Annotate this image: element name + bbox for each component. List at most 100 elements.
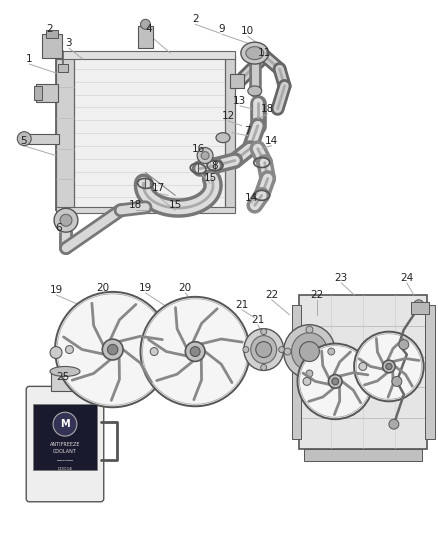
Circle shape: [54, 208, 78, 232]
Circle shape: [328, 348, 335, 355]
Circle shape: [392, 376, 402, 386]
Circle shape: [306, 326, 313, 333]
Circle shape: [185, 342, 205, 361]
Bar: [56, 56, 235, 211]
Text: 5: 5: [20, 136, 27, 146]
Text: DODGE: DODGE: [57, 467, 73, 471]
Text: 3: 3: [66, 38, 72, 48]
Bar: [56, 51, 235, 59]
Circle shape: [65, 345, 74, 353]
Circle shape: [385, 362, 393, 370]
Circle shape: [141, 297, 250, 406]
Bar: [230, 74, 244, 88]
Circle shape: [306, 370, 313, 377]
Text: 22: 22: [265, 290, 278, 300]
Text: 9: 9: [219, 24, 225, 34]
Circle shape: [150, 348, 158, 356]
Text: 6: 6: [56, 223, 62, 233]
Text: 15: 15: [203, 173, 217, 183]
Circle shape: [190, 346, 200, 357]
Circle shape: [284, 348, 291, 355]
Circle shape: [332, 378, 339, 385]
Text: 8: 8: [212, 160, 218, 171]
Text: ANTIFREEZE: ANTIFREEZE: [50, 441, 80, 447]
Bar: [42, 34, 62, 58]
Circle shape: [303, 377, 311, 385]
Circle shape: [256, 342, 272, 358]
Bar: [138, 26, 153, 48]
Text: 2: 2: [192, 14, 198, 25]
Text: 13: 13: [233, 96, 247, 106]
Text: 23: 23: [335, 273, 348, 283]
Text: M: M: [60, 419, 70, 429]
Bar: [34, 86, 42, 100]
Circle shape: [53, 412, 77, 436]
Text: 2: 2: [46, 24, 53, 34]
Text: 24: 24: [400, 273, 413, 283]
Bar: [292, 305, 301, 439]
Text: 21: 21: [251, 314, 265, 325]
Ellipse shape: [283, 325, 335, 378]
Text: 20: 20: [179, 283, 192, 293]
Circle shape: [386, 364, 392, 369]
Ellipse shape: [216, 133, 230, 143]
Text: 18: 18: [261, 104, 274, 114]
Circle shape: [261, 365, 267, 370]
Text: 19: 19: [49, 285, 63, 295]
Ellipse shape: [241, 42, 268, 64]
Text: 19: 19: [139, 283, 152, 293]
Text: 18: 18: [129, 200, 142, 211]
Circle shape: [197, 148, 213, 164]
Bar: [56, 207, 235, 213]
Bar: [33, 404, 97, 470]
Bar: [411, 302, 429, 314]
Circle shape: [50, 346, 62, 359]
Circle shape: [60, 214, 72, 226]
Text: 7: 7: [244, 126, 251, 136]
Ellipse shape: [251, 336, 277, 364]
Circle shape: [106, 343, 120, 357]
Ellipse shape: [244, 329, 283, 370]
Text: 22: 22: [311, 290, 324, 300]
Circle shape: [383, 360, 395, 373]
Circle shape: [102, 339, 123, 360]
Bar: [225, 56, 235, 211]
Bar: [56, 56, 74, 211]
Circle shape: [359, 362, 367, 370]
Circle shape: [297, 344, 373, 419]
Circle shape: [399, 340, 409, 350]
Bar: [58, 64, 68, 72]
Text: 15: 15: [169, 200, 182, 211]
Text: 21: 21: [235, 300, 248, 310]
Ellipse shape: [50, 367, 80, 376]
Bar: [36, 84, 58, 102]
Text: 10: 10: [241, 26, 254, 36]
Ellipse shape: [246, 47, 264, 60]
Bar: [300, 295, 427, 449]
Circle shape: [107, 344, 118, 355]
Circle shape: [243, 346, 249, 352]
Circle shape: [389, 419, 399, 429]
Circle shape: [414, 300, 424, 310]
Circle shape: [279, 346, 285, 352]
Circle shape: [141, 19, 150, 29]
Circle shape: [17, 132, 31, 146]
Circle shape: [189, 345, 202, 358]
Text: 25: 25: [57, 373, 70, 382]
Circle shape: [354, 332, 424, 401]
Circle shape: [328, 375, 342, 388]
Circle shape: [55, 292, 170, 407]
Text: 14: 14: [265, 136, 278, 146]
Text: 20: 20: [96, 283, 110, 293]
Circle shape: [201, 151, 209, 159]
Circle shape: [331, 377, 340, 386]
Ellipse shape: [292, 333, 327, 370]
Text: 1: 1: [26, 54, 32, 64]
Ellipse shape: [248, 86, 262, 96]
Text: ━━━━━━━━: ━━━━━━━━: [57, 459, 74, 463]
Bar: [46, 30, 58, 38]
Bar: [425, 305, 434, 439]
Text: 17: 17: [152, 183, 165, 193]
Bar: [304, 449, 422, 461]
Circle shape: [300, 342, 319, 361]
